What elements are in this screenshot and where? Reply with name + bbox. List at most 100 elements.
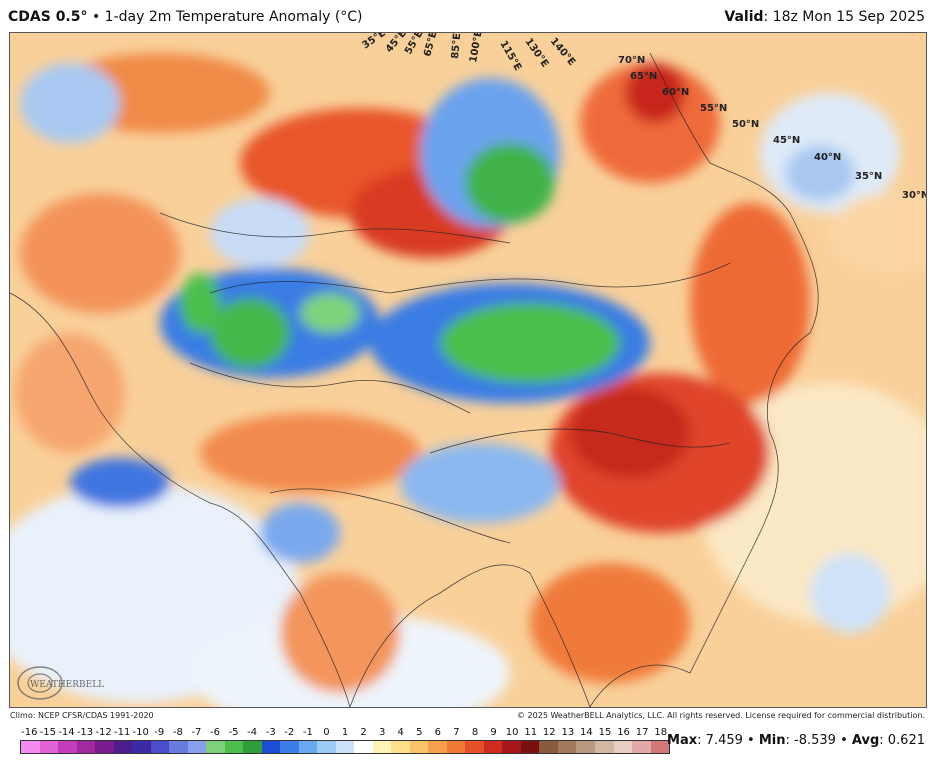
scale-cell xyxy=(169,741,188,753)
scale-tick-label: 6 xyxy=(434,727,442,738)
map-title: CDAS 0.5° • 1-day 2m Temperature Anomaly… xyxy=(8,9,363,25)
scale-tick-label: 15 xyxy=(598,727,612,738)
scale-cell xyxy=(76,741,96,753)
lat-label-70: 70°N xyxy=(618,55,645,66)
scale-bar xyxy=(20,740,670,754)
lat-label-30: 30°N xyxy=(902,190,926,201)
climo-note: Climo: NCEP CFSR/CDAS 1991-2020 xyxy=(10,711,154,720)
scale-cell xyxy=(428,741,447,753)
scale-tick-label: -11 xyxy=(113,727,131,738)
scale-tick-label: 7 xyxy=(453,727,460,738)
scale-cell xyxy=(317,741,336,753)
scale-cell xyxy=(576,741,595,753)
lat-label-35: 35°N xyxy=(855,171,882,182)
scale-tick-label: 10 xyxy=(505,727,519,738)
scale-cell xyxy=(39,741,59,753)
color-scale: -16 -15 -14 -13 -12 -11 -10 -9 -8 -7 -6 -5 -4 -3 -2 -1 0… xyxy=(20,727,670,763)
max-value: : 7.459 xyxy=(697,733,743,748)
scale-cell xyxy=(150,741,170,753)
scale-tick-label: -12 xyxy=(95,727,112,738)
scale-tick-label: 8 xyxy=(471,727,479,738)
scale-tick-label: 5 xyxy=(416,727,423,738)
scale-tick-label: -10 xyxy=(132,727,149,738)
scale-cell xyxy=(465,741,484,753)
scale-cell xyxy=(372,741,392,753)
scale-cell xyxy=(446,741,466,753)
model-name: CDAS 0.5° xyxy=(8,9,88,25)
logo-text: WEATHERBELL xyxy=(30,680,104,690)
scale-tick-label: -7 xyxy=(191,727,202,738)
scale-cell xyxy=(594,741,614,753)
valid-label: Valid xyxy=(724,9,764,25)
scale-cell xyxy=(613,741,633,753)
scale-tick-label: -16 xyxy=(21,727,38,738)
min-value: : -8.539 xyxy=(785,733,836,748)
stats-sep-1: • xyxy=(747,733,755,748)
lat-label-65: 65°N xyxy=(630,71,657,82)
scale-tick-label: -15 xyxy=(39,727,57,738)
scale-cell xyxy=(409,741,429,753)
coastlines xyxy=(10,52,819,707)
scale-cell xyxy=(261,741,281,753)
scale-cell xyxy=(520,741,540,753)
scale-cell xyxy=(650,741,670,753)
scale-tick-label: 18 xyxy=(654,727,668,738)
scale-cell xyxy=(21,741,40,753)
scale-cell xyxy=(58,741,77,753)
lon-label-85: 85°E xyxy=(450,33,463,59)
scale-tick-label: 13 xyxy=(561,727,575,738)
scale-tick-label: -1 xyxy=(302,727,313,738)
lat-label-40: 40°N xyxy=(814,152,841,163)
scale-tick-label: 16 xyxy=(617,727,630,738)
scale-tick-label: -6 xyxy=(210,727,220,738)
scale-tick-label: -14 xyxy=(58,727,75,738)
valid-time: Valid: 18z Mon 15 Sep 2025 xyxy=(724,9,925,25)
scale-tick-label: -9 xyxy=(154,727,165,738)
scale-tick-label: 3 xyxy=(378,727,386,738)
scale-cell xyxy=(502,741,521,753)
lat-label-50: 50°N xyxy=(732,119,759,130)
scale-cell xyxy=(632,741,651,753)
scale-tick-label: 9 xyxy=(490,727,497,738)
anomaly-map: 70°N 65°N 60°N 55°N 50°N 45°N 40°N 35°N … xyxy=(9,32,927,708)
map-canvas: 70°N 65°N 60°N 55°N 50°N 45°N 40°N 35°N … xyxy=(10,33,926,707)
scale-tick-label: 2 xyxy=(360,727,367,738)
anomaly-field xyxy=(10,53,926,707)
scale-tick-label: -5 xyxy=(228,727,239,738)
scale-cell xyxy=(206,741,225,753)
scale-cell xyxy=(391,741,410,753)
max-label: Max xyxy=(667,733,698,748)
scale-tick-label: 14 xyxy=(580,727,593,738)
stats-sep-2: • xyxy=(840,733,848,748)
scale-cell xyxy=(354,741,373,753)
scale-cell xyxy=(113,741,133,753)
header-bar: CDAS 0.5° • 1-day 2m Temperature Anomaly… xyxy=(0,0,935,32)
scale-tick-label: 12 xyxy=(542,727,556,738)
scale-cell xyxy=(243,741,262,753)
scale-tick-label: -3 xyxy=(265,727,276,738)
lat-label-55: 55°N xyxy=(700,103,727,114)
scale-cell xyxy=(539,741,558,753)
scale-tick-labels: -16 -15 -14 -13 -12 -11 -10 -9 -8 -7 -6 -5 -4 -3 -2 -1 0… xyxy=(20,727,670,739)
scale-tick-label: 11 xyxy=(524,727,538,738)
product-name: 1-day 2m Temperature Anomaly (°C) xyxy=(104,9,363,25)
avg-value: : 0.621 xyxy=(879,733,925,748)
scale-cell xyxy=(187,741,207,753)
min-label: Min xyxy=(758,733,786,748)
title-separator: • xyxy=(91,9,101,25)
scale-tick-label: 1 xyxy=(341,727,349,738)
scale-tick-label: 4 xyxy=(397,727,404,738)
valid-value: : 18z Mon 15 Sep 2025 xyxy=(763,9,925,25)
scale-cell xyxy=(483,741,503,753)
scale-tick-label: 17 xyxy=(635,727,649,738)
scale-cell xyxy=(335,741,355,753)
scale-cell xyxy=(298,741,318,753)
scale-tick-label: -4 xyxy=(247,727,258,738)
scale-cell xyxy=(95,741,114,753)
stats-readout: Max: 7.459 • Min: -8.539 • Avg: 0.621 xyxy=(667,733,925,748)
scale-tick-label: 0 xyxy=(323,727,330,738)
scale-cell xyxy=(557,741,577,753)
scale-tick-label: -2 xyxy=(284,727,295,738)
copyright-note: © 2025 WeatherBELL Analytics, LLC. All r… xyxy=(517,711,925,720)
